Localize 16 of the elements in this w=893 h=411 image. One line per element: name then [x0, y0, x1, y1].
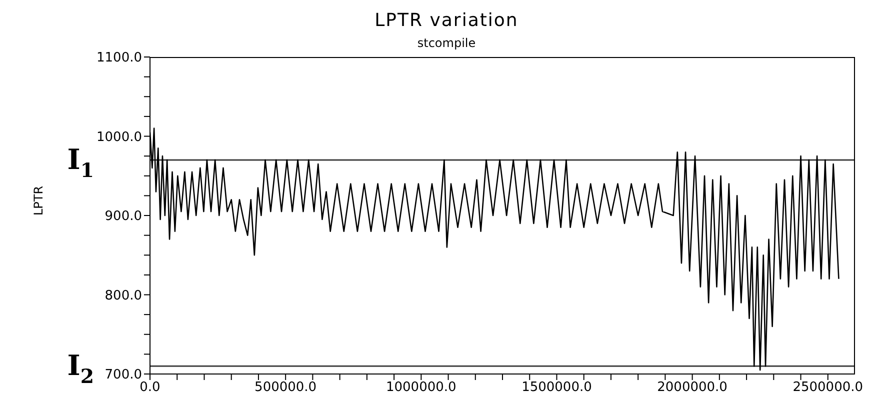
x-tick-label: 1500000.0: [522, 380, 592, 396]
x-tick-label: 2000000.0: [657, 380, 728, 396]
y-tick-label: 900.0: [104, 209, 142, 224]
x-tick-label: 2500000.0: [792, 380, 864, 396]
x-tick-label: 0.0: [140, 380, 160, 396]
y-axis-title: LPTR: [31, 186, 46, 216]
y-tick-label: 700.0: [104, 368, 142, 383]
x-tick-label: 1000000.0: [386, 380, 456, 396]
chart-subtitle: stcompile: [416, 36, 477, 50]
y-tick-label: 1000.0: [96, 130, 142, 145]
ref-line-label: I$_{2}$: [67, 349, 94, 388]
chart-title: LPTR variation: [374, 10, 520, 31]
y-tick-label: 1100.0: [96, 50, 142, 66]
y-tick-label: 800.0: [104, 288, 142, 304]
ref-line-label: I$_{1}$: [67, 143, 94, 182]
x-tick-label: 500000.0: [254, 380, 317, 396]
